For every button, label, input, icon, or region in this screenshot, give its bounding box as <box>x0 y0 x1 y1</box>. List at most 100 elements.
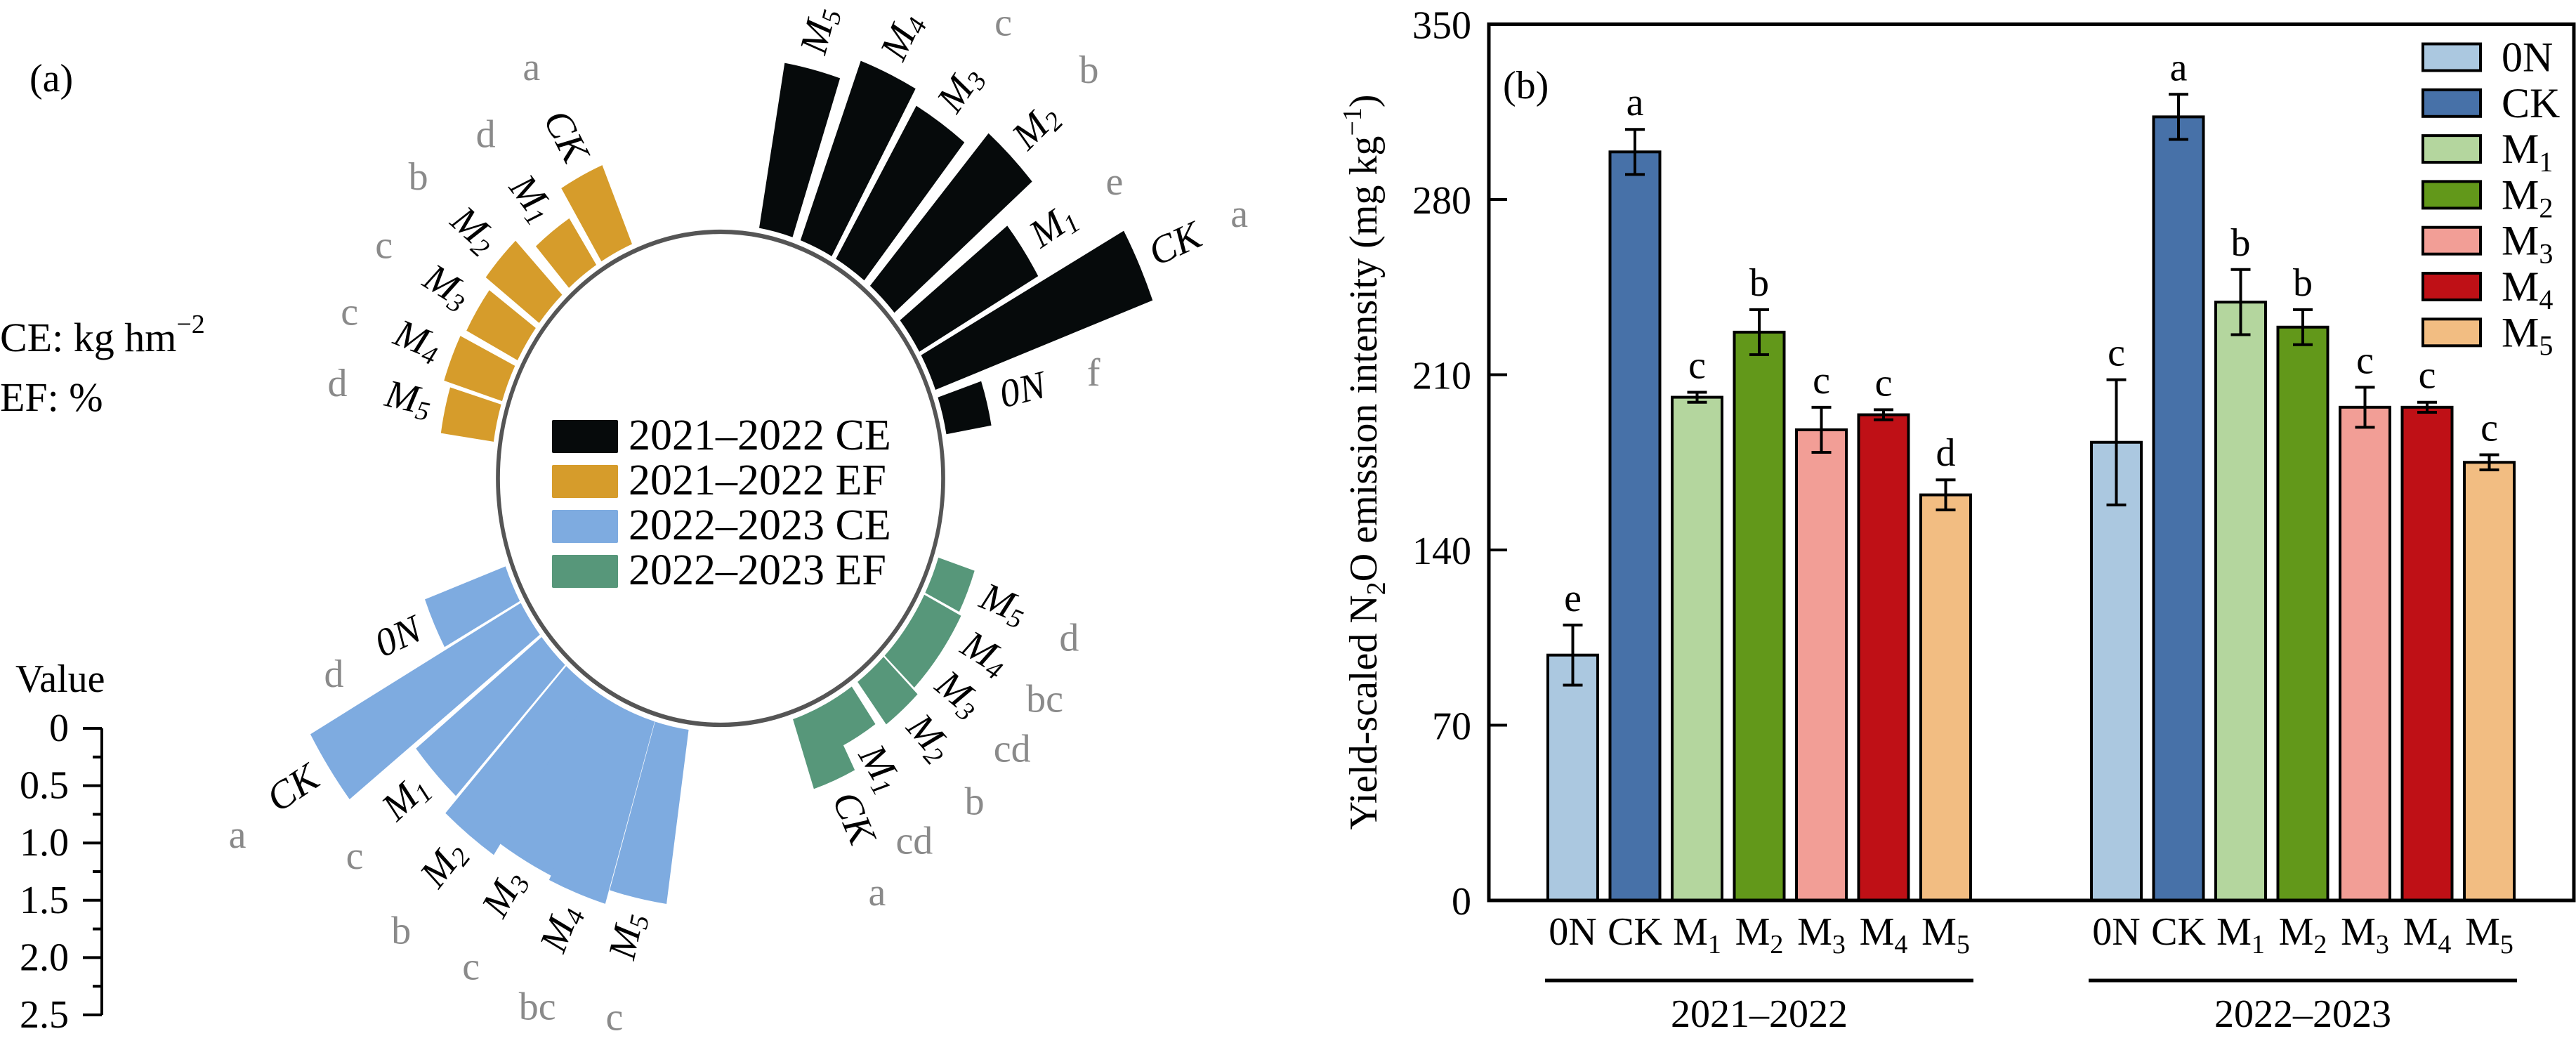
x-category-label: 0N <box>1549 910 1596 954</box>
significance-label: c <box>2108 332 2125 375</box>
polar-category-label: 0N <box>995 362 1052 416</box>
legend-b-label: M2 <box>2502 171 2553 223</box>
polar-bar-m2 <box>869 133 1032 313</box>
legend-b-label: CK <box>2502 80 2560 126</box>
x-category-label: 0N <box>2092 910 2140 954</box>
significance-label: e <box>1564 577 1582 620</box>
x-category-label: M5 <box>2465 910 2513 959</box>
panel-a-circular-bar-chart: (a) CE: kg hm−2 EF: % Value 0 0.5 1.0 1.5 2.… <box>0 1 1248 1039</box>
legend-a-item-2021-2022-ef: 2021–2022 EF <box>552 457 886 504</box>
value-scale-ticks: 0 0.5 1.0 1.5 2.0 2.5 <box>20 707 102 1037</box>
x-category-label: CK <box>2151 910 2206 954</box>
plot-frame <box>1487 22 2576 903</box>
significance-label: c <box>1875 361 1893 405</box>
legend-b-swatch <box>2421 225 2482 256</box>
bar-2022-2023-m3 <box>2339 405 2391 902</box>
legend-a-swatch <box>552 510 618 543</box>
y-tick-label: 350 <box>1412 4 1471 48</box>
error-bar-2022-2023-m2 <box>2293 308 2313 346</box>
polar-bar-m3 <box>836 105 965 281</box>
legend-a-label: 2021–2022 EF <box>629 457 886 504</box>
polar-category-label: 0N <box>368 607 430 667</box>
legend-b-item-ck: CK <box>2421 80 2560 126</box>
polar-bar-ck <box>921 230 1153 390</box>
error-bar-2021-2022-m4 <box>1874 408 1893 421</box>
ce-unit-exponent: −2 <box>176 310 204 339</box>
bar-2022-2023-m5 <box>2463 461 2516 902</box>
y-tick-label: 70 <box>1432 705 1471 749</box>
legend-a-item-2021-2022-ce: 2021–2022 CE <box>552 412 891 459</box>
polar-bar-m1 <box>822 686 876 747</box>
series-2022-2023-ef <box>793 557 975 789</box>
x-category-label: M2 <box>2279 910 2327 959</box>
polar-significance-label: c <box>375 223 393 267</box>
significance-label: a <box>1627 81 1644 124</box>
polar-bar-0n <box>938 381 992 435</box>
series-2022-2023-ce <box>310 566 689 904</box>
polar-significance-label: c <box>346 834 364 878</box>
bar-2022-2023-m1 <box>2214 301 2267 902</box>
polar-significance-label: cd <box>994 728 1031 771</box>
legend-a-label: 2022–2023 CE <box>629 501 891 549</box>
polar-significance-label: c <box>994 1 1012 44</box>
x-axis-group-labels: 2021–2022 2022–2023 <box>1545 978 2517 1036</box>
legend-b-swatch <box>2421 317 2482 348</box>
polar-category-label: M3 <box>414 255 478 319</box>
legend-a-swatch <box>552 555 618 588</box>
legend-b-label: 0N <box>2502 34 2553 81</box>
legend-a-swatch <box>552 420 618 453</box>
polar-bar-ck <box>561 165 633 262</box>
y-tick-label: 210 <box>1412 355 1471 398</box>
group-label-2021-2022: 2021–2022 <box>1671 992 1848 1036</box>
polar-bar-m4 <box>548 707 655 904</box>
bar-2022-2023-m4 <box>2400 405 2454 902</box>
significance-label: c <box>1688 343 1706 387</box>
polar-category-label: M1 <box>499 166 564 231</box>
y-axis-title: Yield-scaled N2O emission intensity (mg … <box>1338 94 1391 829</box>
x-category-label: M5 <box>1921 910 1970 959</box>
bar-2021-2022-m3 <box>1795 428 1848 902</box>
bar-2021-2022-0n <box>1546 653 1599 902</box>
x-category-label: M3 <box>2341 910 2389 959</box>
legend-a-item-2022-2023-ce: 2022–2023 CE <box>552 501 891 549</box>
legend-b-swatch <box>2421 134 2482 164</box>
legend-b-label: M5 <box>2502 309 2553 361</box>
bar-2021-2022-ck <box>1608 150 1662 902</box>
polar-bars <box>310 60 1153 904</box>
polar-bar-m2 <box>857 657 918 725</box>
legend-a-swatch <box>552 465 618 498</box>
polar-bar-m5 <box>440 387 501 442</box>
error-bar-2022-2023-0n <box>2106 378 2127 506</box>
legend-b-item-m4: M4 <box>2421 263 2553 315</box>
polar-significance-label: bc <box>519 985 556 1028</box>
legend-b-swatch <box>2421 42 2482 72</box>
polar-significance-label: d <box>324 652 343 696</box>
bar-2022-2023-0n <box>2090 440 2143 902</box>
polar-significance-label: f <box>1087 351 1100 395</box>
significance-label: c <box>2419 354 2436 398</box>
polar-category-label: M4 <box>387 310 447 371</box>
polar-significance-label: a <box>1230 192 1248 236</box>
x-category-label: M1 <box>2216 910 2265 959</box>
polar-bar-0n <box>425 566 520 648</box>
polar-category-label: M3 <box>928 58 992 122</box>
polar-significance-label: c <box>341 291 358 334</box>
legend-b-item-0n: 0N <box>2421 34 2553 81</box>
bar-2022-2023-m2 <box>2276 325 2329 902</box>
polar-significance-label: d <box>476 112 496 156</box>
x-category-label: CK <box>1608 910 1662 954</box>
value-scale-tick-label: 2.0 <box>20 936 69 979</box>
polar-significance-label: bc <box>1026 677 1063 721</box>
bar-2021-2022-m5 <box>1919 493 1972 902</box>
significance-label: b <box>1749 261 1769 305</box>
polar-significance-label: b <box>965 780 985 824</box>
polar-category-label: CK <box>534 103 598 171</box>
panel-a-label: (a) <box>29 57 73 100</box>
polar-bar-m4 <box>800 60 916 256</box>
y-tick-label: 140 <box>1412 530 1471 573</box>
polar-center-circle <box>496 229 945 728</box>
error-bar-2022-2023-m1 <box>2230 268 2251 336</box>
error-bar-2022-2023-m3 <box>2355 386 2375 429</box>
polar-significance-label: a <box>868 871 886 914</box>
